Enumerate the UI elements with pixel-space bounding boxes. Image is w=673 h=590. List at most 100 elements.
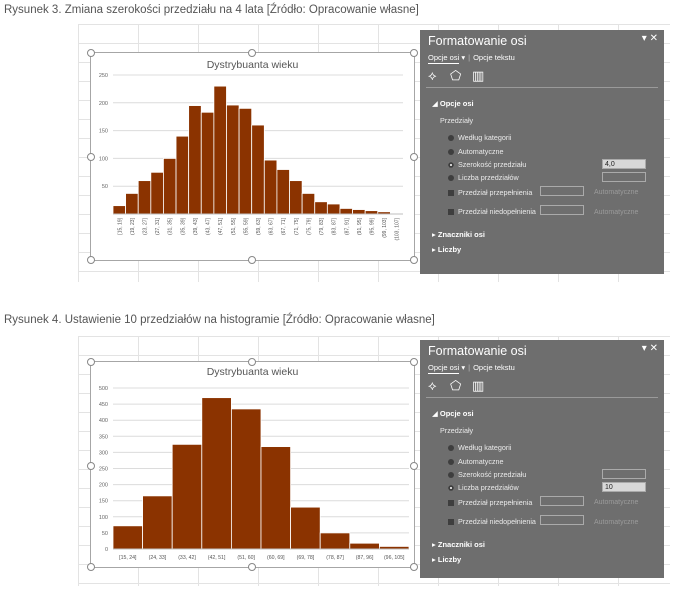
checkbox[interactable] bbox=[448, 209, 454, 216]
format-axis-panel-4: Formatowanie osi ▾ ✕ Opcje osi ▾ | Opcje t… bbox=[420, 340, 664, 578]
histogram-bar bbox=[171, 443, 203, 550]
y-tick-label: 500 bbox=[99, 386, 108, 392]
radio-bin-width[interactable]: Szerokość przedziału bbox=[448, 160, 526, 169]
resize-handle[interactable] bbox=[87, 563, 95, 571]
checkbox[interactable] bbox=[448, 500, 454, 507]
radio-automatic[interactable]: Automatyczne bbox=[448, 457, 504, 466]
tab-dropdown-icon[interactable]: ▾ bbox=[459, 363, 466, 372]
section-tick-marks[interactable]: ▸ Znaczniki osi bbox=[432, 230, 485, 239]
radio-button[interactable] bbox=[448, 135, 454, 142]
tab-text-options[interactable]: Opcje tekstu bbox=[473, 363, 515, 372]
histogram-bar bbox=[251, 124, 265, 215]
resize-handle[interactable] bbox=[87, 256, 95, 264]
radio-automatic[interactable]: Automatyczne bbox=[448, 147, 504, 156]
resize-handle[interactable] bbox=[87, 358, 95, 366]
chart-area-4[interactable]: Dystrybuanta wieku 0 50 100 150 200 250 300 350… bbox=[90, 361, 415, 568]
histogram-bar bbox=[201, 397, 232, 550]
overflow-bin-checkbox[interactable]: Przedział przepełnienia bbox=[448, 188, 532, 197]
underflow-bin-checkbox[interactable]: Przedział niedopełnienia bbox=[448, 207, 536, 216]
underflow-bin-checkbox[interactable]: Przedział niedopełnienia bbox=[448, 517, 536, 526]
fill-line-icon[interactable]: ⟡ bbox=[428, 68, 437, 83]
checkbox-label: Przedział przepełnienia bbox=[458, 188, 533, 197]
histogram-bar bbox=[352, 209, 366, 215]
checkbox-label: Przedział przepełnienia bbox=[458, 498, 533, 507]
radio-button[interactable] bbox=[448, 459, 454, 466]
resize-handle[interactable] bbox=[410, 256, 418, 264]
close-icon[interactable]: ✕ bbox=[649, 343, 658, 354]
x-tick-label: (19, 23] bbox=[130, 217, 136, 235]
resize-handle[interactable] bbox=[410, 49, 418, 57]
resize-handle[interactable] bbox=[248, 49, 256, 57]
bin-width-input[interactable] bbox=[602, 469, 646, 479]
tab-separator: | bbox=[468, 53, 471, 62]
bin-count-input[interactable]: 10 bbox=[602, 482, 646, 492]
overflow-bin-checkbox[interactable]: Przedział przepełnienia bbox=[448, 498, 532, 507]
radio-bin-width[interactable]: Szerokość przedziału bbox=[448, 470, 526, 479]
x-tick-label: (95, 99] bbox=[369, 217, 375, 235]
chart-title-3: Dystrybuanta wieku bbox=[206, 59, 299, 71]
checkbox[interactable] bbox=[448, 519, 454, 526]
fill-line-icon[interactable]: ⟡ bbox=[428, 378, 437, 393]
radio-button-selected[interactable] bbox=[448, 485, 454, 492]
radio-bin-count[interactable]: Liczba przedziałów bbox=[448, 173, 519, 182]
underflow-bin-input[interactable] bbox=[540, 515, 584, 525]
dropdown-arrow-icon[interactable]: ▾ bbox=[641, 343, 647, 354]
axis-options-bar-icon[interactable]: ▥ bbox=[472, 378, 485, 393]
resize-handle[interactable] bbox=[248, 256, 256, 264]
radio-button[interactable] bbox=[448, 445, 454, 452]
radio-label: Szerokość przedziału bbox=[458, 470, 527, 479]
bins-group-label: Przedziały bbox=[440, 426, 474, 435]
radio-bin-count[interactable]: Liczba przedziałów bbox=[448, 483, 519, 492]
bin-width-input[interactable]: 4,0 bbox=[602, 159, 646, 169]
figure-caption-4: Rysunek 4. Ustawienie 10 przedziałów na … bbox=[4, 314, 435, 326]
checkbox[interactable] bbox=[448, 190, 454, 197]
effects-pentagon-icon[interactable]: ⬠ bbox=[450, 378, 462, 393]
effects-pentagon-icon[interactable]: ⬠ bbox=[450, 68, 462, 83]
resize-handle[interactable] bbox=[410, 358, 418, 366]
underflow-bin-input[interactable] bbox=[540, 205, 584, 215]
section-numbers[interactable]: ▸ Liczby bbox=[432, 245, 462, 254]
x-tick-label: (99, 103] bbox=[382, 217, 388, 237]
histogram-bar bbox=[175, 135, 190, 215]
section-tick-marks[interactable]: ▸ Znaczniki osi bbox=[432, 540, 485, 549]
x-tick-label: (24, 33] bbox=[149, 555, 167, 561]
radio-button[interactable] bbox=[448, 472, 454, 479]
y-tick-label: 150 bbox=[99, 499, 108, 505]
histogram-bar bbox=[142, 495, 173, 550]
x-tick-label: (91, 95] bbox=[357, 217, 363, 235]
tab-axis-options[interactable]: Opcje osi bbox=[428, 53, 460, 64]
section-numbers[interactable]: ▸ Liczby bbox=[432, 555, 462, 564]
resize-handle[interactable] bbox=[87, 49, 95, 57]
histogram-bar bbox=[226, 104, 240, 215]
y-tick-label: 250 bbox=[99, 73, 108, 79]
tab-axis-options[interactable]: Opcje osi bbox=[428, 363, 460, 374]
resize-handle[interactable] bbox=[410, 462, 418, 470]
y-tick-label: 400 bbox=[99, 418, 108, 424]
radio-by-category[interactable]: Według kategorii bbox=[448, 443, 511, 452]
radio-button[interactable] bbox=[448, 175, 454, 182]
radio-button[interactable] bbox=[448, 149, 454, 156]
close-icon[interactable]: ✕ bbox=[649, 33, 658, 44]
chart-area-3[interactable]: Dystrybuanta wieku 50 100 150 200 250 [15, 19… bbox=[90, 52, 415, 261]
resize-handle[interactable] bbox=[248, 358, 256, 366]
resize-handle[interactable] bbox=[87, 462, 95, 470]
section-axis-options[interactable]: ◢ Opcje osi bbox=[432, 99, 474, 108]
resize-handle[interactable] bbox=[87, 153, 95, 161]
resize-handle[interactable] bbox=[410, 563, 418, 571]
overflow-bin-input[interactable] bbox=[540, 186, 584, 196]
overflow-bin-input[interactable] bbox=[540, 496, 584, 506]
radio-by-category[interactable]: Według kategorii bbox=[448, 133, 511, 142]
x-tick-label: (79, 83] bbox=[319, 217, 325, 235]
x-tick-label: (71, 75] bbox=[294, 217, 300, 235]
bin-count-input[interactable] bbox=[602, 172, 646, 182]
axis-options-bar-icon[interactable]: ▥ bbox=[472, 68, 485, 83]
section-axis-options[interactable]: ◢ Opcje osi bbox=[432, 409, 474, 418]
dropdown-arrow-icon[interactable]: ▾ bbox=[641, 33, 647, 44]
y-tick-label: 50 bbox=[102, 184, 108, 190]
resize-handle[interactable] bbox=[410, 153, 418, 161]
radio-button-selected[interactable] bbox=[448, 162, 454, 169]
y-tick-label: 350 bbox=[99, 434, 108, 440]
tab-dropdown-icon[interactable]: ▾ bbox=[459, 53, 466, 62]
tab-text-options[interactable]: Opcje tekstu bbox=[473, 53, 515, 62]
resize-handle[interactable] bbox=[248, 563, 256, 571]
